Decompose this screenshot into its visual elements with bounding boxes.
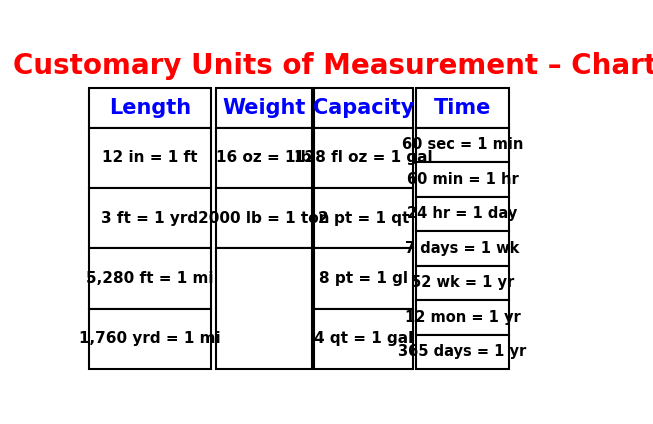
Bar [416,128,509,162]
Text: 4 qt = 1 gal: 4 qt = 1 gal [314,332,413,346]
Text: Weight: Weight [222,98,306,118]
Bar [416,266,509,300]
Bar [215,89,312,128]
Bar [89,89,211,128]
Bar [215,248,312,369]
Bar [315,248,413,309]
Bar [416,162,509,197]
Text: 24 hr = 1 day: 24 hr = 1 day [407,206,518,221]
Bar [215,188,312,248]
Bar [89,128,211,188]
Bar [89,248,211,309]
Text: Customary Units of Measurement – Chart: Customary Units of Measurement – Chart [12,52,653,80]
Text: 1,760 yrd = 1 mi: 1,760 yrd = 1 mi [79,332,221,346]
Bar [215,128,312,188]
Bar [89,309,211,369]
Bar [416,89,509,128]
Bar [315,128,413,188]
Text: 60 min = 1 hr: 60 min = 1 hr [407,172,518,187]
Bar [315,89,413,128]
Text: 3 ft = 1 yrd: 3 ft = 1 yrd [101,211,199,226]
Text: 12 mon = 1 yr: 12 mon = 1 yr [405,310,520,325]
Bar [416,197,509,231]
Text: 5,280 ft = 1 mi: 5,280 ft = 1 mi [86,271,214,286]
Bar [416,335,509,369]
Text: 8 pt = 1 gl: 8 pt = 1 gl [319,271,408,286]
Text: Capacity: Capacity [313,98,415,118]
Text: 2 pt = 1 qt: 2 pt = 1 qt [318,211,409,226]
Text: 128 fl oz = 1 gal: 128 fl oz = 1 gal [295,150,433,165]
Text: 12 in = 1 ft: 12 in = 1 ft [103,150,198,165]
Text: 52 wk = 1 yr: 52 wk = 1 yr [411,276,514,290]
Text: 60 sec = 1 min: 60 sec = 1 min [402,137,523,152]
Bar [416,300,509,335]
Bar [89,188,211,248]
Bar [315,188,413,248]
Text: Time: Time [434,98,491,118]
Bar [315,309,413,369]
Text: 2000 lb = 1 ton: 2000 lb = 1 ton [198,211,330,226]
Text: 7 days = 1 wk: 7 days = 1 wk [406,241,520,256]
Text: 365 days = 1 yr: 365 days = 1 yr [398,344,526,360]
Text: Length: Length [109,98,191,118]
Bar [416,231,509,266]
Text: 16 oz = 1lb: 16 oz = 1lb [216,150,311,165]
